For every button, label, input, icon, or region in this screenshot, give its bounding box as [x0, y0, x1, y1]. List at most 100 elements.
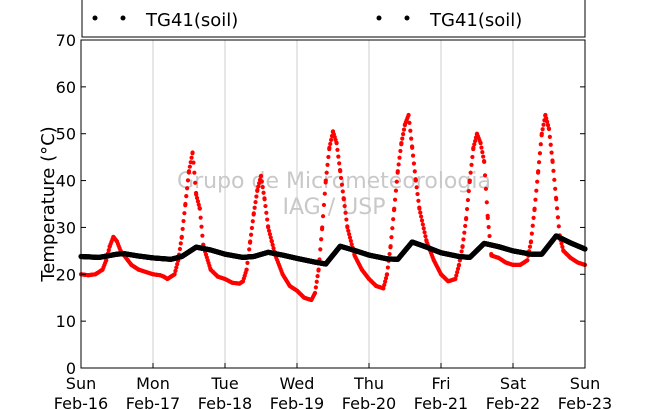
y-tick-label: 20: [56, 265, 76, 284]
data-point: [343, 210, 348, 215]
data-point: [198, 215, 203, 220]
data-point: [318, 247, 323, 252]
data-point: [533, 197, 538, 202]
data-point: [418, 210, 423, 215]
data-point: [400, 136, 405, 141]
y-tick-label: 30: [56, 218, 76, 237]
data-point: [261, 190, 266, 195]
data-point: [267, 232, 273, 237]
data-point: [528, 239, 534, 244]
data-point: [252, 205, 257, 210]
data-point: [525, 258, 530, 263]
data-point: [270, 242, 275, 247]
data-point: [551, 168, 556, 173]
data-point: [471, 145, 476, 150]
data-point: [181, 218, 186, 224]
data-point: [249, 225, 255, 231]
data-point: [248, 239, 253, 244]
data-point: [263, 203, 268, 209]
data-point: [256, 184, 261, 189]
data-point: [473, 138, 478, 144]
data-point: [534, 188, 539, 193]
data-point: [406, 112, 411, 118]
data-point: [199, 224, 204, 229]
data-point: [545, 122, 551, 128]
data-point: [247, 247, 252, 252]
data-point: [409, 136, 414, 141]
data-point: [468, 170, 473, 175]
data-point: [193, 180, 198, 185]
legend-box: [81, 0, 586, 38]
data-point: [250, 219, 255, 224]
data-point: [244, 267, 249, 272]
data-point: [326, 154, 331, 160]
data-point: [327, 145, 332, 150]
y-tick-label: 70: [56, 31, 76, 50]
data-point: [538, 142, 543, 147]
data-point: [254, 194, 259, 199]
x-tick-label-date: Feb-16: [54, 394, 108, 409]
data-point: [320, 225, 325, 230]
data-point: [265, 217, 270, 222]
data-point: [529, 231, 534, 236]
data-point: [245, 260, 250, 265]
data-point: [346, 228, 351, 233]
legend-marker-2a: [376, 15, 382, 21]
data-point: [336, 154, 341, 159]
data-point: [384, 272, 390, 277]
x-tick-label-date: Feb-21: [414, 394, 468, 409]
data-point: [185, 178, 191, 183]
data-point: [189, 155, 194, 160]
data-point: [323, 178, 328, 183]
data-point: [455, 266, 461, 271]
data-point: [457, 258, 462, 263]
data-point: [559, 241, 564, 246]
legend-marker-1b: [120, 15, 126, 21]
data-point: [184, 194, 189, 199]
data-point: [483, 186, 489, 191]
data-point: [268, 235, 273, 240]
data-point: [535, 179, 540, 184]
data-point: [543, 112, 548, 118]
legend-label-2: TG41(soil): [429, 10, 522, 31]
data-point: [337, 161, 342, 166]
data-point: [104, 258, 109, 263]
data-point: [556, 224, 561, 229]
data-point: [315, 274, 320, 279]
data-point: [479, 145, 484, 150]
data-point: [175, 262, 180, 267]
data-point: [478, 140, 483, 146]
data-point: [460, 244, 465, 249]
data-point: [385, 265, 390, 270]
data-point: [178, 241, 183, 246]
watermark: Grupo de Micrometeorologia IAG / USP: [177, 169, 491, 220]
data-point: [328, 141, 333, 146]
data-point: [180, 226, 185, 232]
series-2: [78, 233, 588, 267]
data-point: [410, 153, 416, 158]
data-point: [339, 182, 345, 187]
data-point: [548, 142, 553, 147]
y-tick-label: 40: [56, 172, 76, 191]
data-point: [401, 127, 407, 132]
data-point: [544, 116, 549, 121]
data-point: [423, 234, 428, 239]
data-point: [264, 210, 269, 215]
data-point: [262, 197, 267, 202]
data-point: [412, 169, 417, 174]
data-point: [334, 140, 339, 146]
data-point: [383, 276, 389, 281]
data-point: [552, 177, 557, 182]
data-point: [549, 150, 554, 155]
data-point: [392, 206, 397, 211]
data-point: [422, 230, 427, 235]
y-tick-label: 0: [66, 359, 76, 378]
data-point: [396, 162, 401, 167]
data-point: [463, 223, 468, 229]
data-point: [269, 239, 274, 244]
data-point: [197, 206, 202, 211]
series-1: [78, 112, 588, 303]
x-tick-label-day: Wed: [280, 374, 315, 393]
data-point: [464, 215, 469, 221]
